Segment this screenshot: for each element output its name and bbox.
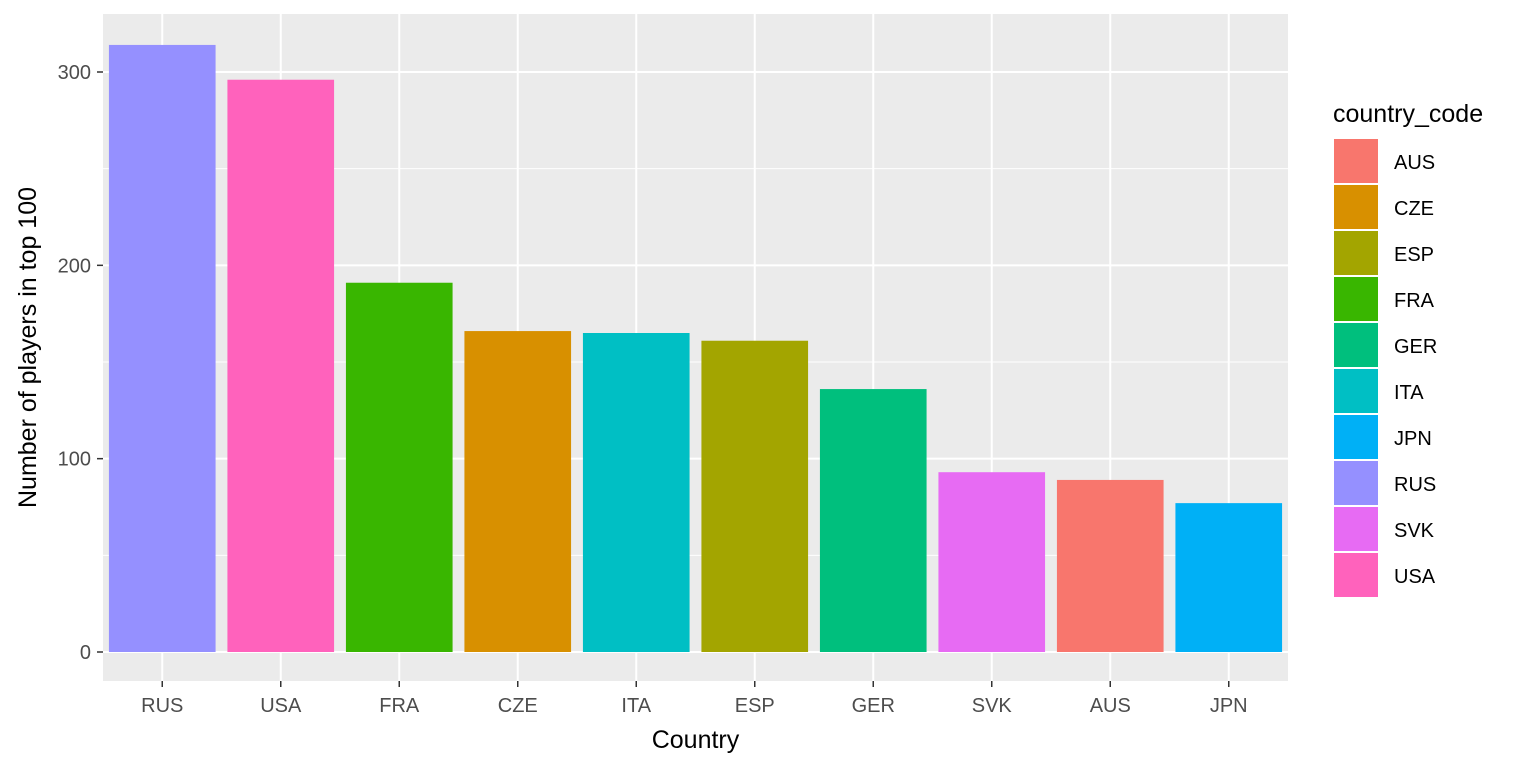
y-axis-title: Number of players in top 100: [14, 187, 42, 508]
bar-jpn: [1175, 503, 1283, 652]
legend-items: AUS CZE ESP FRA GER ITA JPN RUS SVK USA: [1334, 139, 1437, 597]
x-tick-label-jpn: JPN: [1210, 695, 1248, 717]
legend-label-jpn: JPN: [1394, 428, 1432, 450]
x-tick-label-ita: ITA: [621, 695, 651, 717]
legend-label-aus: AUS: [1394, 152, 1435, 174]
legend-key-ita: [1334, 369, 1378, 413]
bar-usa: [227, 79, 335, 652]
legend-label-cze: CZE: [1394, 198, 1434, 220]
legend-title: country_code: [1333, 100, 1483, 128]
x-tick-label-usa: USA: [260, 695, 302, 717]
legend-label-ita: ITA: [1394, 382, 1424, 404]
legend-label-rus: RUS: [1394, 474, 1436, 496]
legend-key-usa: [1334, 553, 1378, 597]
bar-fra: [345, 282, 453, 652]
legend-label-esp: ESP: [1394, 244, 1434, 266]
legend-key-fra: [1334, 277, 1378, 321]
legend-key-jpn: [1334, 415, 1378, 459]
bar-aus: [1056, 479, 1164, 652]
legend-label-fra: FRA: [1394, 290, 1435, 312]
x-tick-label-rus: RUS: [141, 695, 183, 717]
legend-label-ger: GER: [1394, 336, 1437, 358]
bar-cze: [464, 331, 572, 652]
x-tick-label-aus: AUS: [1090, 695, 1131, 717]
x-tick-label-esp: ESP: [735, 695, 775, 717]
y-tick-label: 0: [80, 642, 91, 664]
legend-label-svk: SVK: [1394, 520, 1435, 542]
x-axis: RUS USA FRA CZE ITA ESP GER SVK AUS JPN: [141, 681, 1248, 717]
bar-ger: [819, 389, 927, 652]
x-tick-label-cze: CZE: [498, 695, 538, 717]
bar-rus: [108, 44, 216, 652]
bar-esp: [701, 340, 809, 652]
legend-label-usa: USA: [1394, 566, 1436, 588]
legend-key-svk: [1334, 507, 1378, 551]
y-tick-label: 200: [58, 255, 91, 277]
x-tick-label-fra: FRA: [379, 695, 420, 717]
legend-key-ger: [1334, 323, 1378, 367]
bars: [108, 44, 1283, 652]
bar-ita: [582, 333, 690, 652]
legend-key-rus: [1334, 461, 1378, 505]
x-tick-label-svk: SVK: [972, 695, 1013, 717]
legend-key-aus: [1334, 139, 1378, 183]
y-axis: 0 100 200 300: [58, 62, 103, 664]
y-tick-label: 100: [58, 449, 91, 471]
x-axis-title: Country: [652, 726, 740, 754]
bar-svk: [938, 472, 1046, 652]
legend: country_code AUS CZE ESP FRA GER ITA JPN RUS SVK…: [1333, 100, 1483, 597]
x-tick-label-ger: GER: [852, 695, 895, 717]
y-tick-label: 300: [58, 62, 91, 84]
legend-key-esp: [1334, 231, 1378, 275]
legend-key-cze: [1334, 185, 1378, 229]
